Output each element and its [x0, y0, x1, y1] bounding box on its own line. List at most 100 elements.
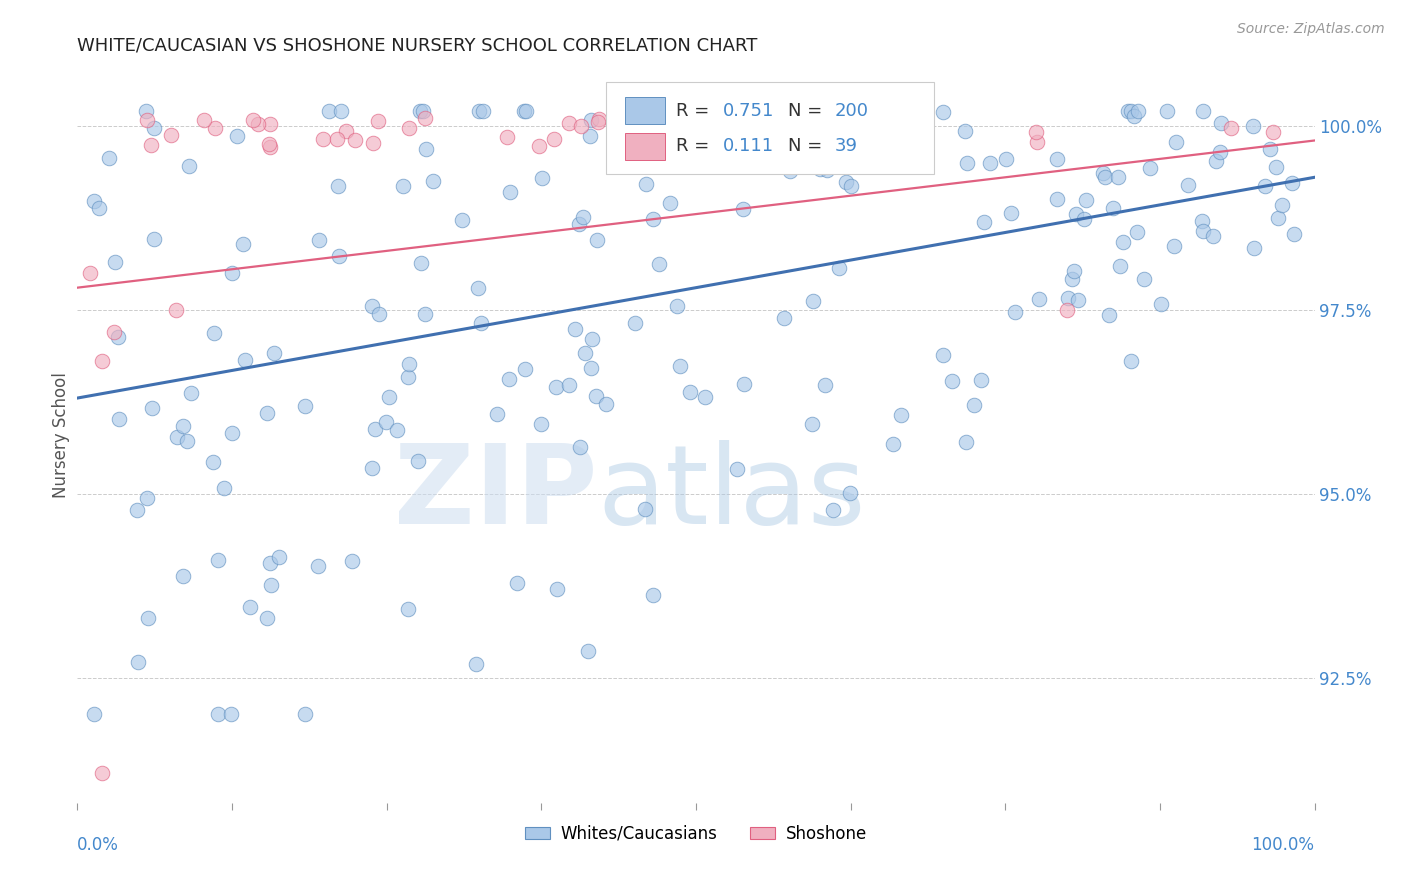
Point — [166, 429, 188, 443]
Point — [233, 352, 256, 367]
Point — [569, 119, 592, 133]
Point — [839, 179, 862, 194]
Point — [669, 359, 692, 373]
Point — [641, 212, 664, 227]
Point — [636, 178, 658, 192]
Point — [367, 307, 389, 321]
Point — [506, 576, 529, 591]
Point — [471, 104, 494, 119]
Point — [1209, 116, 1232, 130]
Point — [1063, 264, 1085, 278]
Point — [1067, 293, 1090, 307]
Point — [955, 434, 977, 449]
Point — [247, 117, 270, 131]
Point — [1202, 229, 1225, 244]
Point — [260, 578, 283, 592]
Point — [1107, 169, 1129, 184]
Point — [125, 503, 148, 517]
Y-axis label: Nursery School: Nursery School — [52, 372, 70, 498]
Point — [177, 159, 200, 173]
Point — [725, 462, 748, 476]
Text: R =: R = — [676, 137, 716, 155]
Text: N =: N = — [787, 137, 828, 155]
Point — [932, 348, 955, 362]
Point — [1062, 272, 1084, 286]
Point — [815, 163, 838, 178]
Point — [979, 155, 1001, 169]
Point — [1111, 235, 1133, 249]
Point — [412, 104, 434, 119]
Point — [671, 136, 693, 151]
Point — [239, 600, 262, 615]
Point — [361, 461, 384, 475]
Point — [172, 569, 194, 583]
Point — [139, 137, 162, 152]
Point — [530, 417, 553, 432]
Point — [768, 122, 790, 136]
Point — [733, 377, 755, 392]
Point — [172, 419, 194, 434]
Point — [143, 120, 166, 135]
Point — [378, 390, 401, 404]
Point — [882, 437, 904, 451]
Point — [1191, 213, 1213, 227]
Point — [1267, 211, 1289, 225]
Point — [127, 655, 149, 669]
Point — [890, 408, 912, 422]
Point — [576, 643, 599, 657]
Point — [91, 766, 114, 780]
Point — [89, 201, 111, 215]
Point — [1119, 354, 1142, 368]
Point — [396, 602, 419, 616]
Point — [738, 104, 761, 119]
Point — [973, 215, 995, 229]
Point — [679, 384, 702, 399]
Point — [707, 135, 730, 149]
Text: 0.751: 0.751 — [723, 102, 775, 120]
Point — [328, 178, 350, 193]
Point — [866, 134, 889, 148]
Point — [1056, 291, 1078, 305]
Point — [212, 481, 235, 495]
Point — [221, 426, 243, 441]
Point — [1166, 135, 1188, 149]
Point — [970, 373, 993, 387]
Point — [564, 322, 586, 336]
Point — [828, 261, 851, 276]
Point — [1139, 161, 1161, 175]
Point — [259, 556, 281, 570]
Point — [91, 354, 114, 368]
Point — [374, 416, 396, 430]
Point — [630, 126, 652, 140]
Point — [568, 440, 591, 454]
Point — [141, 401, 163, 416]
Point — [259, 117, 281, 131]
Point — [1091, 166, 1114, 180]
Point — [83, 194, 105, 209]
Text: N =: N = — [787, 102, 828, 120]
Point — [585, 389, 607, 403]
Point — [1118, 104, 1140, 119]
Point — [1150, 297, 1173, 311]
Point — [294, 707, 316, 722]
Point — [513, 104, 536, 119]
Point — [318, 104, 340, 119]
Point — [242, 112, 264, 127]
Point — [413, 307, 436, 321]
Point — [308, 558, 330, 573]
Point — [415, 112, 437, 126]
Point — [515, 104, 537, 119]
Point — [221, 266, 243, 280]
Point — [665, 299, 688, 313]
Legend: Whites/Caucasians, Shoshone: Whites/Caucasians, Shoshone — [519, 818, 873, 850]
Point — [256, 611, 278, 625]
Point — [367, 114, 389, 128]
Point — [1056, 302, 1078, 317]
Point — [1025, 125, 1047, 139]
Text: R =: R = — [676, 102, 716, 120]
Point — [531, 171, 554, 186]
Point — [294, 400, 316, 414]
Point — [326, 132, 349, 146]
Point — [1004, 304, 1026, 318]
Point — [202, 326, 225, 340]
